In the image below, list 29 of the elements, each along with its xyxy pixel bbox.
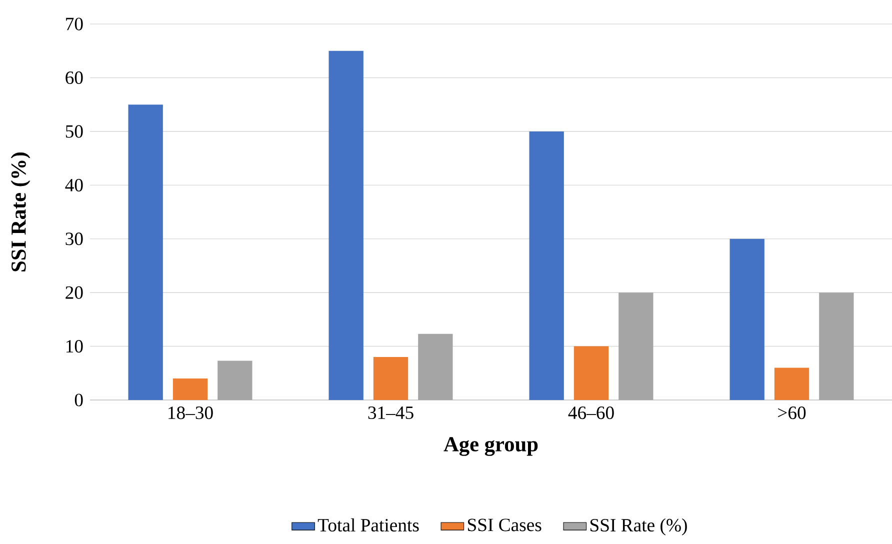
legend-label: SSI Rate (%) <box>590 518 687 536</box>
x-tick-label: 18–30 <box>168 406 213 420</box>
y-tick-label: 30 <box>66 232 83 246</box>
bar <box>418 334 453 400</box>
bar <box>618 292 654 400</box>
bar <box>730 238 764 400</box>
y-axis-title: SSI Rate (%) <box>10 152 30 272</box>
bar <box>574 346 609 400</box>
x-axis-title: Age group <box>444 437 538 456</box>
y-tick-label: 10 <box>66 340 83 353</box>
bar <box>774 368 810 400</box>
y-tick-label: 70 <box>66 18 83 30</box>
legend-label: SSI Cases <box>468 518 542 532</box>
bar <box>218 360 252 400</box>
x-tick-label: 31–45 <box>368 406 414 420</box>
y-tick-label: 0 <box>74 394 83 406</box>
bar <box>172 378 208 400</box>
x-tick-label: 46–60 <box>568 406 614 420</box>
y-tick-label: 50 <box>66 125 83 138</box>
y-tick-label: 20 <box>66 286 83 299</box>
bar <box>373 357 408 400</box>
legend-label: Total Patients <box>318 518 419 532</box>
bar <box>529 131 564 400</box>
bar <box>328 50 364 400</box>
x-tick-label: >60 <box>778 406 806 420</box>
y-tick-label: 60 <box>66 71 83 84</box>
bar <box>128 104 163 400</box>
bar <box>819 292 854 400</box>
y-tick-label: 40 <box>65 178 83 192</box>
